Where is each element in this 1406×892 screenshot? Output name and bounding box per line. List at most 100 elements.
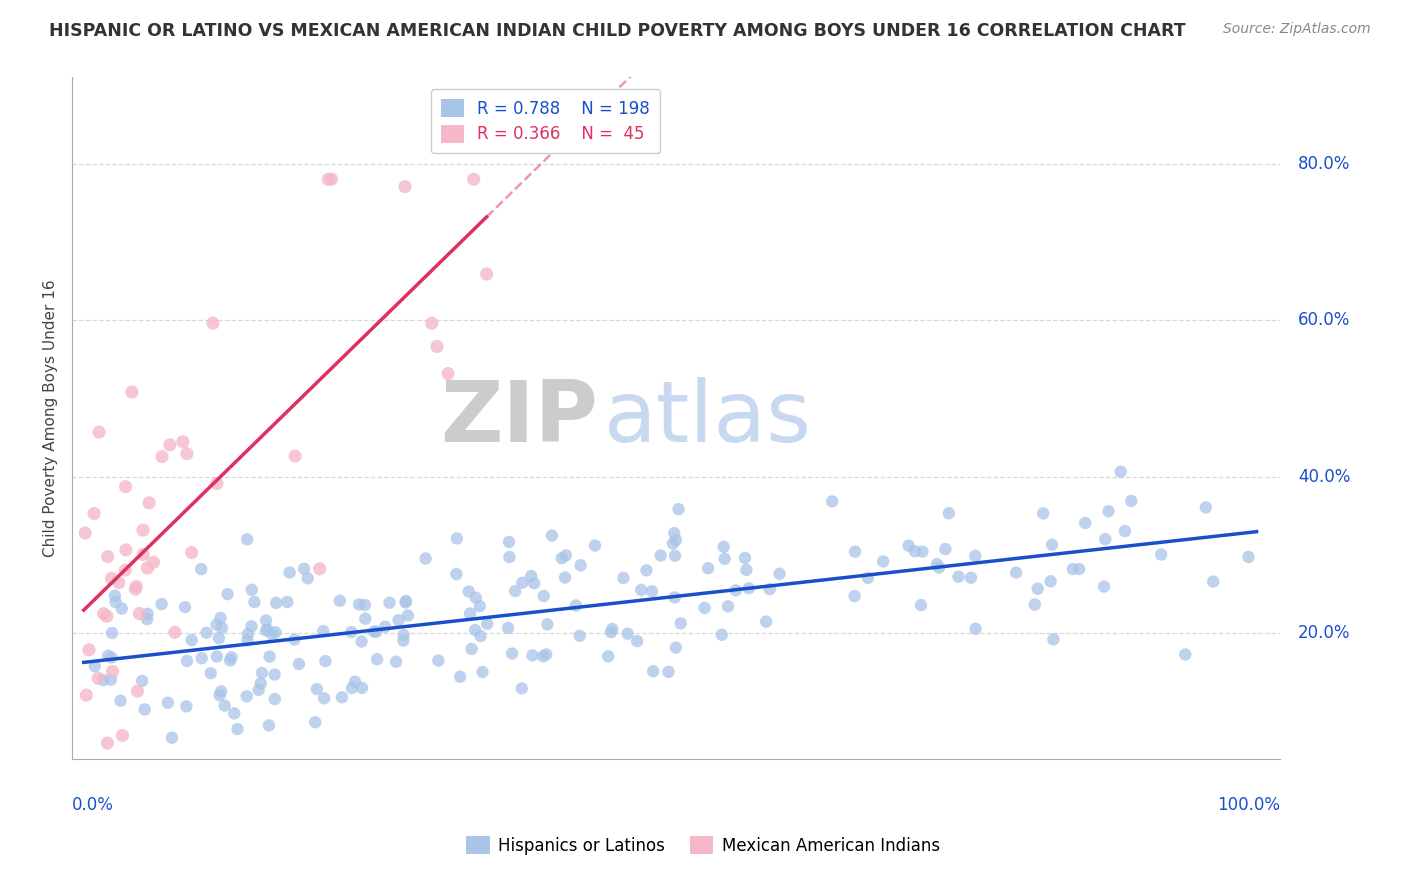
Point bbox=[636, 563, 658, 577]
Point bbox=[612, 571, 634, 585]
Point bbox=[190, 562, 212, 576]
Point bbox=[904, 544, 927, 558]
Point bbox=[264, 625, 287, 640]
Point bbox=[297, 571, 319, 585]
Point bbox=[136, 561, 159, 575]
Point bbox=[420, 316, 443, 330]
Point bbox=[910, 598, 932, 612]
Point bbox=[821, 494, 844, 508]
Point bbox=[101, 626, 124, 640]
Point bbox=[460, 641, 482, 656]
Point bbox=[626, 634, 648, 648]
Point bbox=[965, 622, 987, 636]
Text: 100.0%: 100.0% bbox=[1218, 797, 1279, 814]
Point bbox=[664, 549, 686, 563]
Point bbox=[713, 540, 735, 554]
Point bbox=[195, 625, 218, 640]
Point bbox=[211, 621, 233, 635]
Point bbox=[616, 626, 638, 640]
Point bbox=[236, 533, 259, 547]
Point bbox=[630, 582, 652, 597]
Point bbox=[446, 567, 468, 582]
Point bbox=[262, 627, 284, 641]
Point bbox=[374, 620, 396, 634]
Point bbox=[276, 595, 298, 609]
Point bbox=[366, 624, 388, 639]
Point bbox=[498, 535, 520, 549]
Point bbox=[641, 584, 664, 599]
Point bbox=[1195, 500, 1218, 515]
Point bbox=[96, 736, 118, 750]
Point bbox=[693, 601, 716, 615]
Point bbox=[1092, 579, 1115, 593]
Point bbox=[948, 569, 970, 583]
Point bbox=[600, 625, 623, 640]
Point bbox=[236, 627, 259, 641]
Point bbox=[768, 566, 790, 581]
Point bbox=[288, 657, 311, 671]
Point bbox=[477, 616, 499, 631]
Point bbox=[264, 596, 287, 610]
Point bbox=[965, 549, 987, 563]
Point bbox=[534, 648, 557, 662]
Point bbox=[347, 598, 370, 612]
Point bbox=[897, 539, 920, 553]
Point bbox=[569, 558, 592, 573]
Point bbox=[1032, 507, 1054, 521]
Point bbox=[131, 673, 153, 688]
Point bbox=[844, 544, 866, 558]
Point bbox=[1174, 648, 1197, 662]
Point bbox=[115, 543, 138, 558]
Point bbox=[856, 571, 879, 585]
Point bbox=[134, 702, 156, 716]
Point bbox=[284, 449, 307, 463]
Point bbox=[226, 722, 249, 736]
Point bbox=[664, 591, 686, 605]
Point bbox=[136, 612, 159, 626]
Point bbox=[292, 562, 315, 576]
Point bbox=[446, 532, 468, 546]
Point bbox=[124, 582, 146, 596]
Point bbox=[554, 570, 576, 584]
Point bbox=[205, 476, 228, 491]
Point bbox=[254, 614, 277, 628]
Text: 0.0%: 0.0% bbox=[72, 797, 114, 814]
Point bbox=[520, 569, 543, 583]
Point bbox=[568, 629, 591, 643]
Point bbox=[669, 616, 692, 631]
Point bbox=[378, 596, 401, 610]
Point bbox=[475, 267, 498, 281]
Point bbox=[449, 670, 471, 684]
Point bbox=[314, 691, 336, 706]
Point bbox=[668, 502, 690, 516]
Point bbox=[104, 589, 127, 603]
Point bbox=[108, 575, 131, 590]
Point bbox=[93, 607, 115, 621]
Point bbox=[209, 684, 232, 698]
Point bbox=[214, 698, 236, 713]
Point bbox=[125, 579, 148, 593]
Point bbox=[758, 582, 780, 596]
Point bbox=[1094, 532, 1116, 546]
Point bbox=[128, 607, 150, 621]
Point bbox=[257, 718, 280, 732]
Point bbox=[240, 619, 263, 633]
Point bbox=[180, 546, 202, 560]
Point bbox=[75, 688, 97, 702]
Point bbox=[200, 666, 222, 681]
Point bbox=[437, 367, 460, 381]
Point bbox=[75, 526, 97, 541]
Point bbox=[330, 690, 353, 705]
Point bbox=[911, 544, 934, 558]
Point bbox=[1121, 494, 1143, 508]
Text: 60.0%: 60.0% bbox=[1298, 311, 1351, 329]
Point bbox=[176, 699, 198, 714]
Point bbox=[83, 659, 105, 673]
Point bbox=[316, 172, 339, 186]
Point bbox=[925, 557, 948, 571]
Point bbox=[934, 542, 956, 557]
Point bbox=[1114, 524, 1136, 538]
Point bbox=[533, 589, 555, 603]
Point bbox=[100, 571, 122, 585]
Point bbox=[97, 648, 120, 663]
